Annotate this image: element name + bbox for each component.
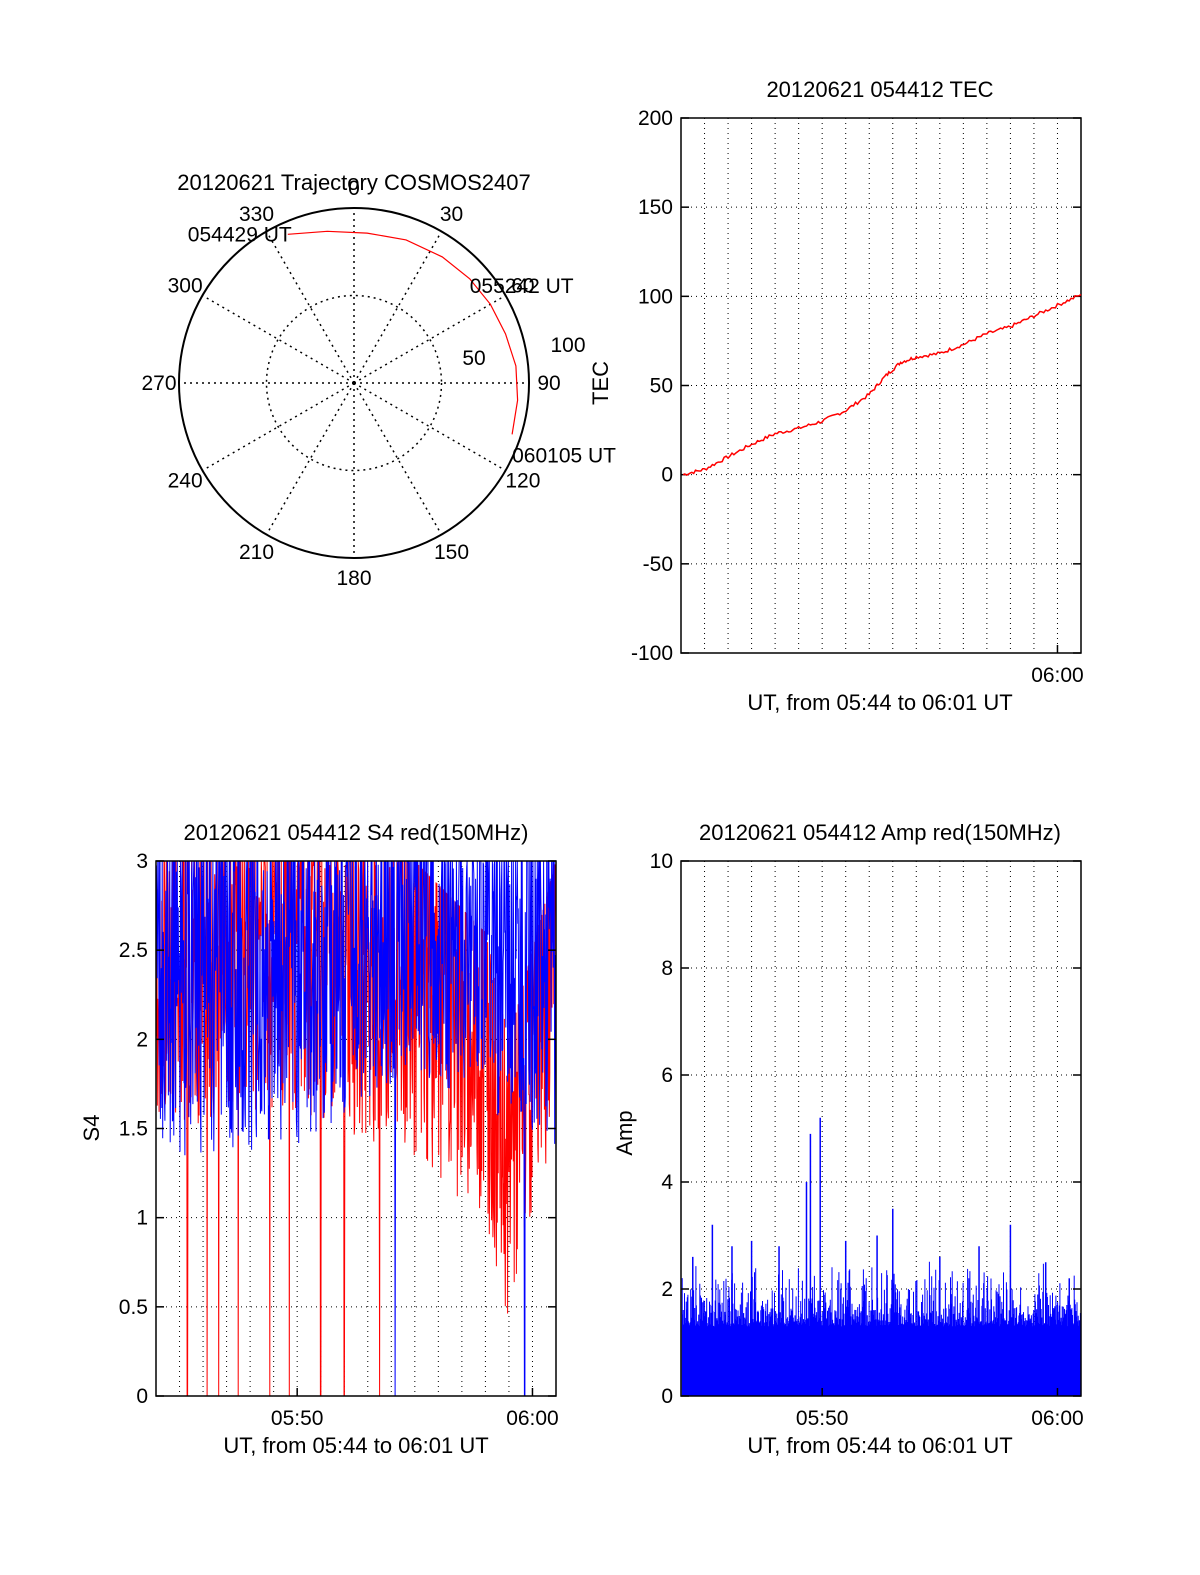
amp-frame	[680, 860, 1082, 1397]
s4-ytick-label-0.5: 0.5	[119, 1296, 148, 1319]
polar-angle-label-300: 300	[168, 275, 203, 298]
polar-grid-spoke-300	[202, 294, 355, 384]
polar-angle-labels: 0 30 60 90 120 150 180 210 240 270 300 330	[141, 177, 560, 590]
amp-y-axis-label: Amp	[612, 1110, 637, 1155]
s4-ytick-label-1: 1	[136, 1207, 148, 1230]
radius-label-50: 50	[462, 347, 485, 370]
tec-series	[682, 293, 1082, 476]
polar-angle-label-150: 150	[434, 541, 469, 564]
s4-ytick-label-1.5: 1.5	[119, 1118, 148, 1141]
s4-ytick-label-0: 0	[136, 1385, 148, 1408]
polar-angle-label-330: 330	[239, 203, 274, 226]
amp-xtick-label-06:00: 06:00	[1031, 1407, 1084, 1430]
amp-ytick-label-0: 0	[661, 1385, 673, 1408]
polar-angle-label-60: 60	[511, 275, 534, 298]
tec-plot: 20120621 054412 TEC 200150100500-50-100 …	[631, 77, 1084, 715]
trajectory-polar-plot: 20120621 Trajectory COSMOS2407 0 30 60 90 12…	[141, 170, 616, 590]
amp-ytick-label-8: 8	[661, 957, 673, 980]
polar-outer-circle	[178, 207, 530, 559]
tec-ytick-label-100: 100	[638, 285, 673, 308]
trajectory-time-label-0: 054429 UT	[188, 223, 292, 246]
polar-grid-circle-50	[265, 294, 443, 472]
radius-label-100: 100	[550, 334, 585, 357]
tec-grid	[680, 117, 1082, 654]
s4-y-axis-label: S4	[79, 1115, 104, 1142]
polar-grid-spoke-150	[353, 382, 443, 535]
tec-x-ticks: 06:00	[1031, 645, 1084, 687]
s4-plot: 20120621 054412 S4 red(150MHz) 3 2.5 2 1.5 1…	[79, 820, 559, 1458]
s4-ytick-label-2: 2	[136, 1028, 148, 1051]
amp-x-ticks: 05:50 06:00	[796, 1388, 1084, 1430]
polar-angle-label-270: 270	[141, 372, 176, 395]
s4-ytick-label-3: 3	[136, 850, 148, 873]
polar-angle-label-120: 120	[505, 470, 540, 493]
polar-angle-label-90: 90	[537, 372, 560, 395]
tec-xtick-label-06:00: 06:00	[1031, 664, 1084, 687]
polar-radius-labels: 50 100	[462, 334, 585, 370]
tec-ytick-label--100: -100	[631, 642, 673, 665]
tec-title: 20120621 054412 TEC	[766, 77, 993, 102]
s4-xtick-label-06:00: 06:00	[506, 1407, 559, 1430]
polar-grid-spoke-120	[353, 382, 506, 472]
polar-grid-spoke-240	[202, 382, 355, 472]
trajectory-track-line	[287, 230, 519, 435]
amp-signal-trace	[681, 1261, 1082, 1396]
amp-plot: 20120621 054412 Amp red(150MHz) 1086420 …	[612, 820, 1084, 1458]
amp-title: 20120621 054412 Amp red(150MHz)	[699, 820, 1061, 845]
tec-ytick-label-0: 0	[661, 464, 673, 487]
amp-ytick-label-4: 4	[661, 1171, 673, 1194]
s4-ytick-label-2.5: 2.5	[119, 939, 148, 962]
tec-ytick-label-150: 150	[638, 196, 673, 219]
amp-ytick-label-10: 10	[650, 850, 673, 873]
s4-y-ticks: 3 2.5 2 1.5 1 0.5 0	[119, 850, 556, 1408]
amp-ytick-label-6: 6	[661, 1064, 673, 1087]
tec-x-axis-label: UT, from 05:44 to 06:01 UT	[747, 690, 1012, 715]
s4-x-axis-label: UT, from 05:44 to 06:01 UT	[223, 1433, 488, 1458]
s4-xtick-label-05:50: 05:50	[271, 1407, 324, 1430]
trajectory-track	[287, 230, 519, 435]
polar-angle-label-180: 180	[336, 567, 371, 590]
tec-ytick-label-200: 200	[638, 107, 673, 130]
polar-grid-spoke-60	[353, 294, 506, 384]
tec-ytick-label--50: -50	[643, 553, 673, 576]
trajectory-title: 20120621 Trajectory COSMOS2407	[177, 170, 530, 195]
amp-series	[681, 1117, 1082, 1396]
amp-y-ticks: 10 8 6 4 2 0	[650, 850, 1081, 1408]
tec-series-line	[682, 293, 1082, 476]
polar-angle-label-240: 240	[168, 470, 203, 493]
polar-grid-spoke-30	[353, 231, 443, 384]
polar-grid	[179, 208, 529, 558]
polar-angle-label-30: 30	[440, 203, 463, 226]
polar-angle-label-0: 0	[348, 177, 360, 200]
polar-grid-spoke-330	[265, 231, 355, 384]
amp-xtick-label-05:50: 05:50	[796, 1407, 849, 1430]
tec-ytick-label-50: 50	[650, 375, 673, 398]
trajectory-time-label-2: 060105 UT	[512, 444, 616, 467]
trajectory-radial-label: TEC	[588, 361, 613, 405]
amp-x-axis-label: UT, from 05:44 to 06:01 UT	[747, 1433, 1012, 1458]
s4-title: 20120621 054412 S4 red(150MHz)	[184, 820, 529, 845]
s4-x-ticks: 05:50 06:00	[271, 1388, 559, 1430]
polar-grid-spoke-210	[265, 382, 355, 535]
polar-angle-label-210: 210	[239, 541, 274, 564]
trajectory-time-label-1: 055242 UT	[470, 275, 574, 298]
amp-ytick-label-2: 2	[661, 1278, 673, 1301]
trajectory-annotations: 054429 UT 055242 UT 060105 UT	[188, 223, 616, 467]
tec-y-ticks: 200 150 100 50 0 -50 -100	[631, 107, 1081, 665]
